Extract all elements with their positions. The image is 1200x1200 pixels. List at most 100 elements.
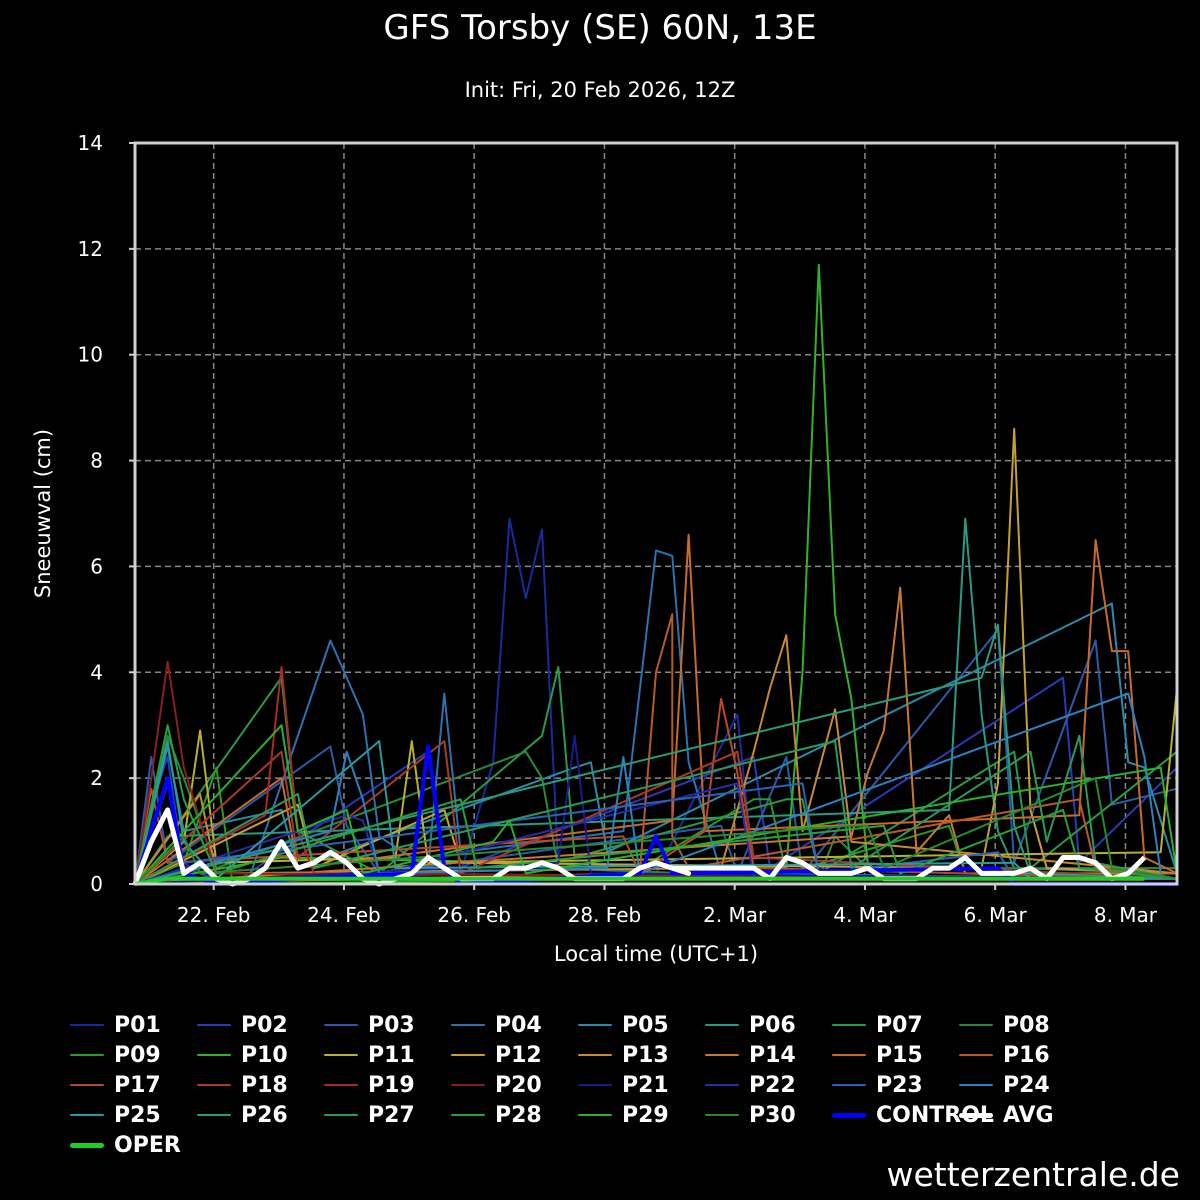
x-tick-label: 2. Mar: [703, 903, 767, 927]
y-tick-label: 2: [90, 766, 103, 790]
series-line-p24: [134, 692, 1162, 885]
legend-label: P29: [622, 1102, 669, 1128]
legend-item-p02: P02: [197, 1010, 288, 1040]
y-tick-label: 14: [78, 131, 103, 155]
legend-item-p06: P06: [705, 1010, 796, 1040]
legend-swatch: [832, 1024, 866, 1026]
legend-label: P02: [241, 1012, 288, 1038]
legend-item-p09: P09: [70, 1040, 161, 1070]
legend-label: P16: [1003, 1042, 1050, 1068]
series-line-p13: [134, 634, 1178, 885]
legend-swatch: [451, 1024, 485, 1026]
x-tick-label: 28. Feb: [568, 903, 642, 927]
legend-item-p04: P04: [451, 1010, 542, 1040]
x-tick-label: 8. Mar: [1094, 903, 1158, 927]
legend-item-p07: P07: [832, 1010, 923, 1040]
series-line-oper: [134, 876, 1145, 886]
series-line-p27: [134, 734, 1178, 885]
series-line-p25: [134, 740, 1177, 885]
legend-item-p20: P20: [451, 1070, 542, 1100]
legend-swatch: [324, 1024, 358, 1026]
legend-item-p26: P26: [197, 1100, 288, 1130]
legend-swatch: [705, 1054, 739, 1056]
legend-swatch: [451, 1084, 485, 1086]
legend-label: P18: [241, 1072, 288, 1098]
legend-item-p11: P11: [324, 1040, 415, 1070]
legend-swatch: [197, 1084, 231, 1086]
legend-label: AVG: [1003, 1102, 1054, 1128]
y-tick-label: 4: [90, 660, 103, 684]
legend-swatch: [451, 1114, 485, 1116]
series-line-p28: [134, 724, 1178, 885]
legend-label: P23: [876, 1072, 923, 1098]
legend-label: P11: [368, 1042, 415, 1068]
legend-swatch: [832, 1084, 866, 1086]
legend-swatch: [70, 1114, 104, 1116]
y-tick-label: 12: [78, 237, 103, 261]
legend-label: P30: [749, 1102, 796, 1128]
x-axis-label: Local time (UTC+1): [554, 942, 758, 966]
series-line-p08: [134, 734, 1177, 885]
legend-item-p24: P24: [959, 1070, 1050, 1100]
legend-swatch: [70, 1024, 104, 1026]
legend-label: P28: [495, 1102, 542, 1128]
legend-label: P03: [368, 1012, 415, 1038]
legend-swatch: [832, 1054, 866, 1056]
series-line-p14: [134, 586, 1177, 885]
legend-swatch: [451, 1054, 485, 1056]
legend-swatch: [70, 1084, 104, 1086]
legend-item-p25: P25: [70, 1100, 161, 1130]
legend-swatch: [578, 1024, 612, 1026]
legend-item-p03: P03: [324, 1010, 415, 1040]
legend-label: P01: [114, 1012, 161, 1038]
legend-swatch: [578, 1114, 612, 1116]
legend-label: OPER: [114, 1132, 181, 1158]
legend-label: P14: [749, 1042, 796, 1068]
legend-label: P21: [622, 1072, 669, 1098]
legend-item-p18: P18: [197, 1070, 288, 1100]
legend-swatch: [705, 1024, 739, 1026]
legend-item-p16: P16: [959, 1040, 1050, 1070]
legend-swatch: [705, 1084, 739, 1086]
series-line-p15: [134, 533, 1178, 885]
legend-label: P25: [114, 1102, 161, 1128]
legend-swatch: [578, 1054, 612, 1056]
legend-item-p13: P13: [578, 1040, 669, 1070]
legend-swatch: [959, 1112, 993, 1118]
series-line-p26: [134, 623, 1178, 885]
legend-item-p01: P01: [70, 1010, 161, 1040]
x-tick-label: 4. Mar: [833, 903, 897, 927]
legend-item-p15: P15: [832, 1040, 923, 1070]
series-line-control: [133, 744, 1177, 886]
legend-label: P24: [1003, 1072, 1050, 1098]
y-tick-label: 6: [90, 554, 103, 578]
legend-item-p12: P12: [451, 1040, 542, 1070]
legend-swatch: [324, 1114, 358, 1116]
legend-label: P04: [495, 1012, 542, 1038]
chart-title: GFS Torsby (SE) 60N, 13E: [383, 8, 817, 48]
x-tick-label: 26. Feb: [437, 903, 511, 927]
x-tick-label: 22. Feb: [177, 903, 251, 927]
legend-swatch: [70, 1054, 104, 1056]
series-line-p05: [134, 602, 1178, 885]
chart-plot: 0 2 4 6 8 10 12 14 22. Feb 24. Feb 26. Feb 28. Feb 2…: [31, 131, 1179, 966]
legend-label: P12: [495, 1042, 542, 1068]
legend-swatch: [959, 1084, 993, 1086]
legend-label: P13: [622, 1042, 669, 1068]
legend-swatch: [324, 1054, 358, 1056]
legend-swatch: [197, 1114, 231, 1116]
y-axis-label: Sneeuwval (cm): [31, 429, 55, 598]
legend-swatch: [197, 1054, 231, 1056]
y-tick-label: 0: [90, 872, 103, 896]
legend-item-p22: P22: [705, 1070, 796, 1100]
legend-item-avg: AVG: [959, 1100, 1054, 1130]
legend-swatch: [197, 1024, 231, 1026]
legend-label: P10: [241, 1042, 288, 1068]
legend-item-p19: P19: [324, 1070, 415, 1100]
series-line-p30: [134, 777, 1178, 885]
series-line-avg: [132, 807, 1147, 887]
legend-label: P26: [241, 1102, 288, 1128]
legend-swatch: [324, 1084, 358, 1086]
legend-label: P22: [749, 1072, 796, 1098]
series-line-p11: [134, 688, 1178, 885]
